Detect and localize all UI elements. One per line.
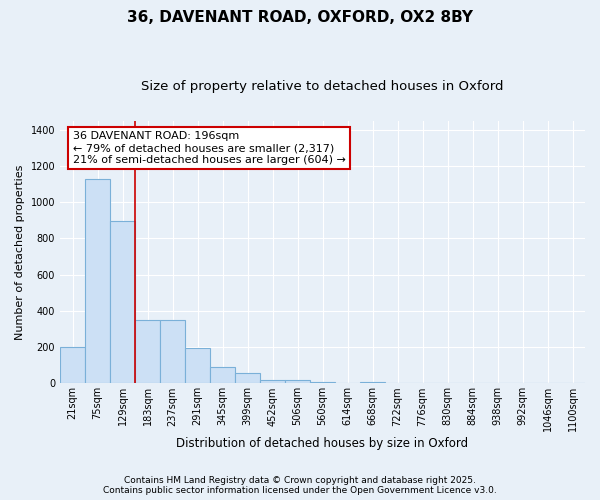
Bar <box>235 374 260 384</box>
Text: 36, DAVENANT ROAD, OXFORD, OX2 8BY: 36, DAVENANT ROAD, OXFORD, OX2 8BY <box>127 10 473 25</box>
Bar <box>360 382 385 384</box>
Text: Contains HM Land Registry data © Crown copyright and database right 2025.
Contai: Contains HM Land Registry data © Crown c… <box>103 476 497 495</box>
Y-axis label: Number of detached properties: Number of detached properties <box>15 164 25 340</box>
Bar <box>135 320 160 384</box>
Bar <box>260 380 285 384</box>
Bar <box>60 347 85 384</box>
Bar <box>160 320 185 384</box>
Title: Size of property relative to detached houses in Oxford: Size of property relative to detached ho… <box>141 80 504 93</box>
Bar <box>310 382 335 384</box>
Bar <box>285 380 310 384</box>
Text: 36 DAVENANT ROAD: 196sqm
← 79% of detached houses are smaller (2,317)
21% of sem: 36 DAVENANT ROAD: 196sqm ← 79% of detach… <box>73 132 346 164</box>
Bar <box>85 178 110 384</box>
X-axis label: Distribution of detached houses by size in Oxford: Distribution of detached houses by size … <box>176 437 469 450</box>
Bar <box>185 348 210 384</box>
Bar <box>110 221 135 384</box>
Bar <box>210 367 235 384</box>
